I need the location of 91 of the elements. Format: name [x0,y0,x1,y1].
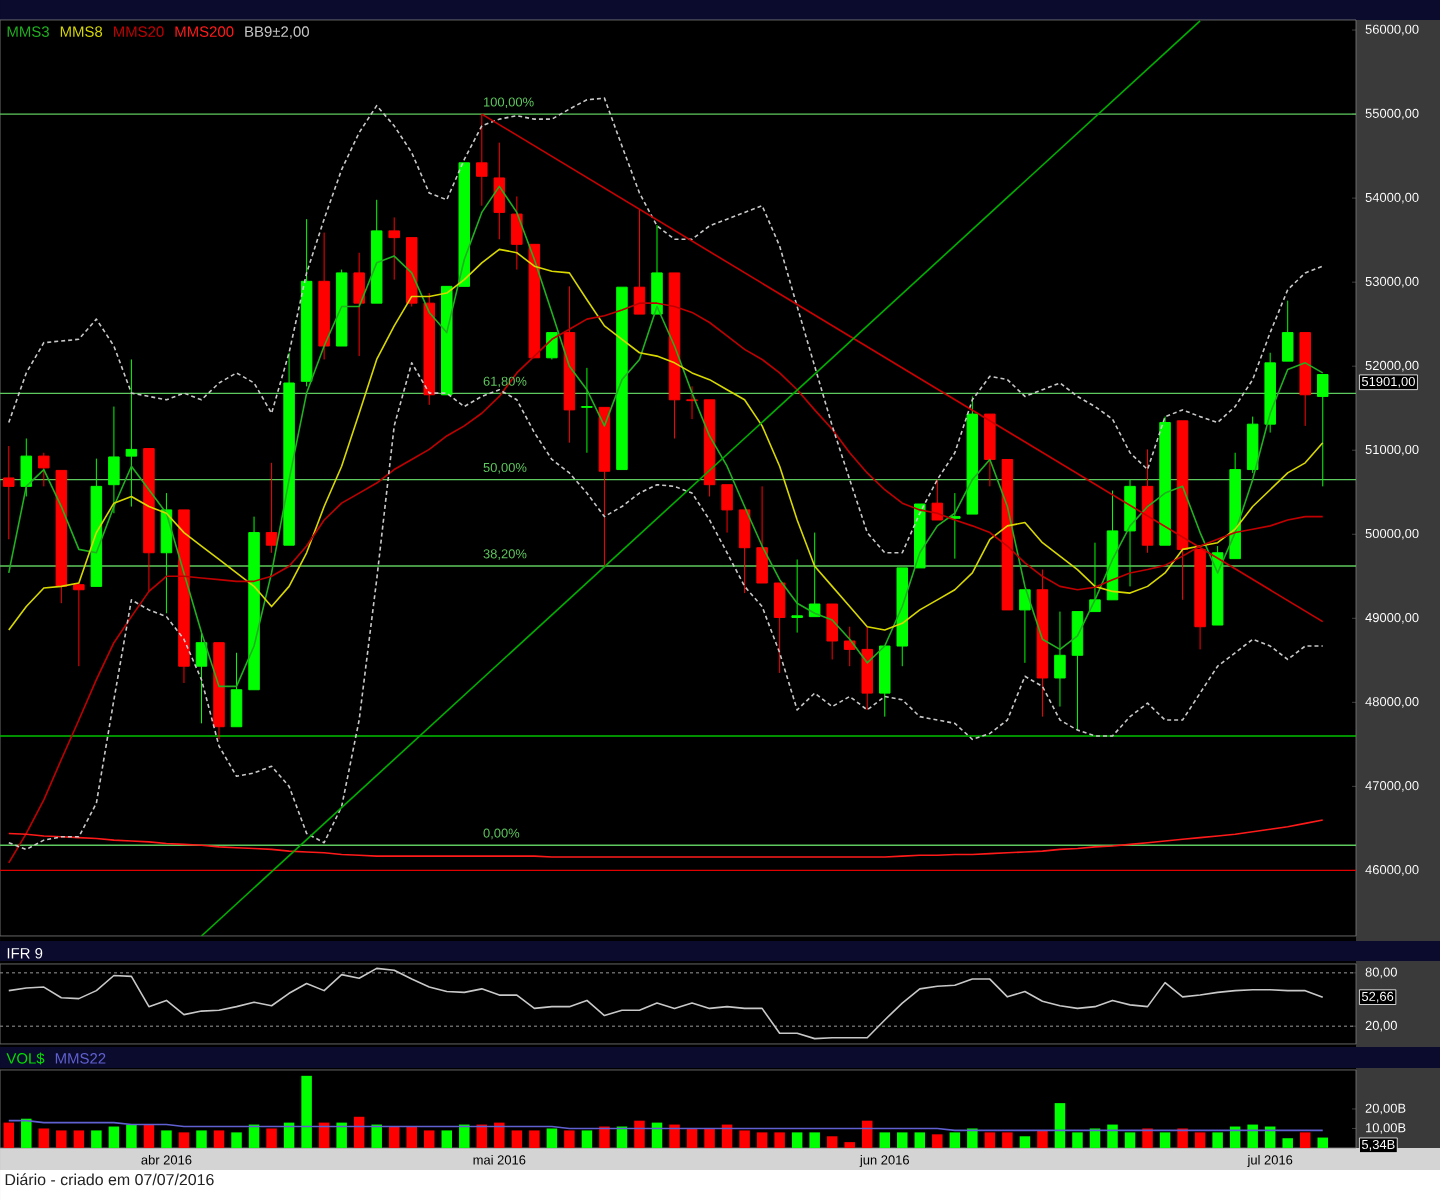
bar [546,1128,558,1148]
bar [301,1075,312,1148]
bar [283,1122,295,1148]
bar [1299,1132,1311,1148]
bar [809,1132,820,1148]
candlestick [686,385,698,420]
bar [739,1130,750,1148]
candlestick [563,285,576,444]
bar [38,1128,50,1148]
bar [91,1130,102,1148]
bar [704,1128,715,1148]
bar [651,1122,663,1148]
candlestick [388,216,400,281]
bar [1072,1132,1083,1148]
bar [914,1132,926,1148]
bar [826,1136,838,1148]
candlestick [1264,352,1276,434]
bar [1212,1132,1223,1148]
bar [353,1116,365,1148]
bar [774,1132,785,1148]
bar [1054,1103,1066,1148]
candlestick [108,406,120,514]
candlestick [791,558,803,634]
bar [178,1132,190,1148]
candlestick [38,452,50,487]
bar [529,1130,540,1148]
bar [564,1130,575,1148]
bar [967,1128,978,1148]
bar [3,1122,15,1148]
bar [791,1132,803,1148]
bar [599,1126,610,1148]
bar [1282,1138,1293,1148]
candlestick [3,445,15,540]
bar [1177,1128,1188,1148]
candlestick [73,582,85,667]
bar [371,1124,382,1148]
bar [231,1132,242,1148]
bar [844,1142,855,1148]
bar [336,1122,347,1148]
bar [1247,1124,1258,1148]
bar [318,1122,330,1148]
bar [423,1130,435,1148]
bar [984,1132,996,1148]
candlestick [861,626,873,711]
bar [213,1130,225,1148]
candlestick [353,252,365,357]
bar [1107,1124,1118,1148]
candlestick [125,358,138,508]
bar [161,1130,172,1148]
candlestick [1054,611,1066,708]
candlestick [1124,479,1136,587]
bar [879,1132,891,1148]
bar [441,1130,453,1148]
bar [932,1134,943,1148]
bar [897,1132,908,1148]
bar [108,1126,120,1148]
candlestick [493,142,506,240]
bar [634,1120,645,1148]
bar [669,1124,680,1148]
line-series [7,248,1324,631]
bar [73,1130,85,1148]
bar [1124,1132,1136,1148]
bar [1002,1132,1013,1148]
bar [406,1126,417,1148]
candlestick [476,113,488,207]
bar [1317,1137,1328,1148]
bar [494,1122,505,1148]
bar [1037,1130,1048,1148]
bar [686,1128,698,1148]
bar [511,1130,523,1148]
bar [459,1124,470,1148]
candlestick [423,292,435,406]
bar [1159,1132,1171,1148]
bar [1194,1132,1206,1148]
bar [1142,1128,1153,1148]
candlestick [1036,569,1049,718]
bar [143,1124,155,1148]
bar [1019,1136,1031,1148]
bar [581,1130,593,1148]
bar [126,1124,137,1148]
bar [756,1132,768,1148]
candlestick [581,367,593,454]
bar [21,1118,32,1148]
candlestick [318,232,330,360]
bar [56,1130,67,1148]
bar [1089,1128,1101,1148]
bar [266,1128,277,1148]
bar [196,1130,207,1148]
bar [949,1132,961,1148]
bar [861,1120,873,1148]
bar [388,1126,400,1148]
